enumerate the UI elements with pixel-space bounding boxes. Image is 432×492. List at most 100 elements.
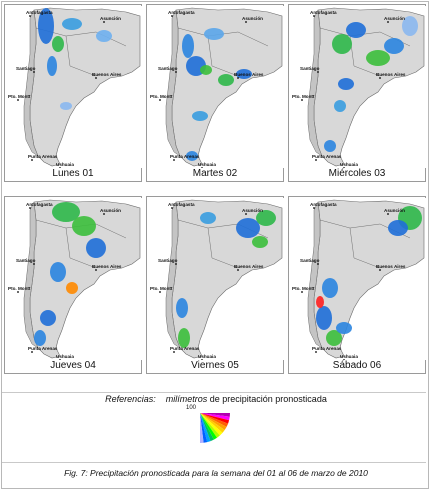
separator — [2, 392, 426, 393]
city-dot — [31, 351, 33, 353]
city-label: Ushuaia — [56, 162, 74, 167]
precipitation-map: Antofagasta Asunción Santiago Buenos Aires P… — [290, 198, 426, 360]
city-label: Ushuaia — [340, 162, 358, 167]
precipitation-area — [384, 38, 404, 54]
city-dot — [17, 99, 19, 101]
precipitation-map: Antofagasta Asunción Santiago Buenos Aires P… — [6, 198, 142, 360]
city-dot — [301, 291, 303, 293]
day-caption: Lunes 01 — [52, 168, 94, 179]
city-dot — [171, 15, 173, 17]
legend-swatch — [200, 413, 229, 427]
city-dot — [245, 21, 247, 23]
legend-max-label: 100 — [186, 405, 197, 411]
city-dot — [237, 269, 239, 271]
city-dot — [317, 71, 319, 73]
day-caption: Jueves 04 — [50, 360, 96, 371]
precipitation-map: Antofagasta Asunción Santiago Buenos Aires P… — [148, 6, 284, 168]
references-label: Referencias: — [105, 394, 156, 404]
precipitation-area — [200, 65, 212, 75]
city-dot — [387, 21, 389, 23]
precipitation-map: Antofagasta Asunción Santiago Buenos Aires P… — [6, 6, 142, 168]
city-dot — [315, 351, 317, 353]
day-caption: Martes 02 — [192, 168, 238, 179]
legend-swatch — [200, 413, 220, 438]
city-dot — [237, 77, 239, 79]
map-panel: Antofagasta Asunción Santiago Buenos Aires P… — [288, 196, 426, 374]
city-label: Pto. Montt — [292, 94, 315, 99]
city-label: Antofagasta — [310, 10, 337, 15]
andes-strip — [23, 9, 39, 157]
precipitation-area — [322, 278, 338, 298]
city-dot — [103, 21, 105, 23]
city-label: Asunción — [384, 208, 405, 213]
city-label: Asunción — [242, 16, 263, 21]
city-dot — [317, 263, 319, 265]
city-label: Buenos Aires — [234, 72, 264, 77]
precipitation-area — [334, 100, 346, 112]
precipitation-area — [62, 18, 82, 30]
city-label: Pto. Montt — [150, 94, 173, 99]
city-dot — [33, 263, 35, 265]
city-dot — [103, 213, 105, 215]
precipitation-area — [316, 306, 332, 330]
legend-swatch — [200, 413, 230, 417]
city-label: Santiago — [16, 66, 36, 71]
city-dot — [159, 291, 161, 293]
city-label: Buenos Aires — [92, 264, 122, 269]
precipitation-area — [52, 202, 80, 222]
city-dot — [59, 167, 61, 168]
precipitation-area — [192, 111, 208, 121]
city-dot — [379, 269, 381, 271]
precipitation-area — [402, 16, 418, 36]
city-label: Punta Arenas — [170, 154, 200, 159]
map-panel: Antofagasta Asunción Santiago Buenos Aires P… — [4, 196, 142, 374]
city-label: Ushuaia — [198, 162, 216, 167]
legend-swatch — [200, 413, 214, 442]
map-panel: Antofagasta Asunción Santiago Buenos Aires P… — [146, 4, 284, 182]
day-caption: Sábado 06 — [332, 360, 382, 371]
city-label: Pto. Montt — [292, 286, 315, 291]
precipitation-area — [218, 74, 234, 86]
city-label: Asunción — [242, 208, 263, 213]
city-label: Antofagasta — [26, 202, 53, 207]
legend-swatch — [200, 413, 217, 440]
city-dot — [343, 167, 345, 168]
map-panel: Antofagasta Asunción Santiago Buenos Aires P… — [288, 4, 426, 182]
precipitation-area — [236, 69, 252, 79]
city-label: Santiago — [158, 66, 178, 71]
precipitation-area — [336, 322, 352, 334]
city-dot — [17, 291, 19, 293]
city-dot — [175, 263, 177, 265]
map-panel: Antofagasta Asunción Santiago Buenos Aires P… — [4, 4, 142, 182]
legend-swatch — [200, 413, 208, 443]
city-dot — [201, 359, 203, 360]
city-label: Pto. Montt — [8, 94, 31, 99]
city-dot — [29, 207, 31, 209]
city-label: Punta Arenas — [312, 154, 342, 159]
city-dot — [343, 359, 345, 360]
city-dot — [313, 207, 315, 209]
city-label: Santiago — [300, 258, 320, 263]
city-dot — [245, 213, 247, 215]
andes-strip — [307, 201, 323, 349]
city-label: Buenos Aires — [376, 72, 406, 77]
city-label: Pto. Montt — [150, 286, 173, 291]
legend-swatch — [200, 413, 227, 430]
city-label: Antofagasta — [168, 10, 195, 15]
city-label: Punta Arenas — [312, 346, 342, 351]
city-dot — [171, 207, 173, 209]
legend-fan — [200, 413, 230, 443]
precipitation-area — [332, 34, 352, 54]
legend-swatch — [200, 413, 230, 424]
precipitation-area — [72, 216, 96, 236]
legend-swatch — [200, 413, 225, 433]
andes-strip — [165, 9, 181, 157]
city-label: Punta Arenas — [28, 154, 58, 159]
city-dot — [95, 269, 97, 271]
city-dot — [33, 71, 35, 73]
legend-swatch — [200, 413, 211, 443]
city-dot — [159, 99, 161, 101]
andes-strip — [23, 201, 39, 349]
city-dot — [59, 359, 61, 360]
andes-strip — [165, 201, 181, 349]
